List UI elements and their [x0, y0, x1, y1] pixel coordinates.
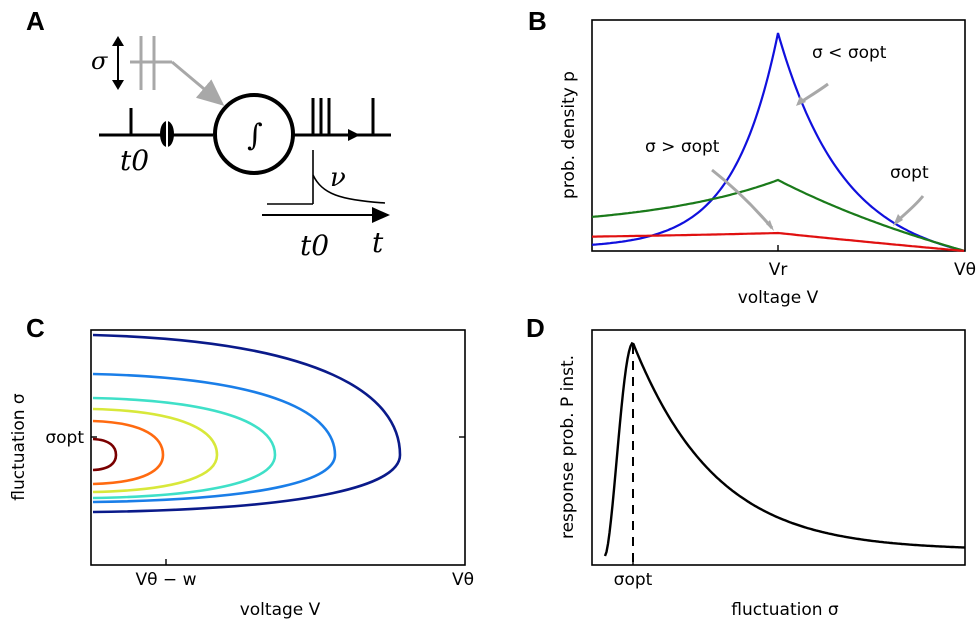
panel-a-label: A: [26, 6, 45, 36]
sigma-arrow-up-head: [112, 36, 124, 46]
contour-group: [92, 333, 402, 514]
arrow-sigma-greater: [711, 168, 774, 229]
sigma-arrow-down-head: [112, 80, 124, 90]
panel-b-xlabel: voltage V: [738, 288, 819, 308]
annot-sigma-less: σ < σopt: [812, 43, 887, 63]
panel-b: B prob. density p voltage V Vr Vθ σ < σo…: [528, 6, 976, 308]
panel-c-frame: [90, 329, 466, 566]
panel-b-xtick-vtheta: Vθ: [954, 260, 976, 280]
panel-b-frame: [591, 19, 966, 252]
panel-d-xtick-sigma-opt: σopt: [614, 570, 653, 590]
contour-level-4: [92, 396, 277, 500]
panel-c-ylabel: fluctuation σ: [9, 393, 29, 501]
input-line: [99, 108, 213, 137]
nu-label: ν: [330, 163, 346, 193]
panel-d-frame: [591, 329, 966, 566]
panel-d-xlabel: fluctuation σ: [731, 600, 839, 620]
output-arrow-head: [348, 129, 360, 141]
contour-level-6: [92, 333, 402, 514]
panel-c-xtick-vtheta: Vθ: [452, 570, 474, 590]
panel-c-label: C: [26, 313, 45, 343]
annot-sigma-opt: σopt: [890, 163, 929, 183]
sigma-symbol: σ: [91, 47, 108, 75]
output-line: [293, 98, 391, 137]
panel-b-xtick-vr: Vr: [769, 260, 788, 280]
series-green-curve: [591, 178, 965, 252]
panel-b-ylabel: prob. density p: [559, 71, 579, 199]
contour-level-3: [92, 407, 219, 494]
panel-d: D response prob. P inst. fluctuation σ σ…: [526, 313, 966, 620]
annot-sigma-greater: σ > σopt: [645, 137, 720, 157]
panel-c-ytick-sigma-opt: σopt: [45, 428, 84, 448]
rate-inset: [262, 150, 390, 223]
contour-level-5: [92, 372, 337, 504]
panel-b-label: B: [528, 6, 547, 36]
contour-level-2: [92, 419, 165, 486]
panel-a: A σ t0 ∫: [26, 6, 391, 262]
response-probability-curve: [603, 341, 966, 557]
arrow-sigma-less-head: [796, 96, 806, 106]
integral-symbol: ∫: [247, 118, 263, 153]
gray-spike-train: [130, 36, 225, 106]
panel-d-label: D: [526, 313, 545, 343]
t0-label-left: t0: [120, 144, 149, 177]
arrow-sigma-greater-head: [766, 220, 774, 231]
t-label: t: [372, 226, 384, 259]
panel-c-xlabel: voltage V: [240, 600, 321, 620]
arrow-sigma-opt-head: [893, 214, 903, 226]
panel-c-xtick-vtheta-w: Vθ − w: [136, 570, 197, 590]
panel-d-ylabel: response prob. P inst.: [558, 355, 578, 539]
contour-level-1: [92, 437, 118, 472]
panel-c: C fluctuation σ voltage V σopt Vθ − w Vθ: [9, 313, 474, 620]
series-red-curve: [592, 231, 965, 252]
t0-label-bottom: t0: [300, 229, 329, 262]
